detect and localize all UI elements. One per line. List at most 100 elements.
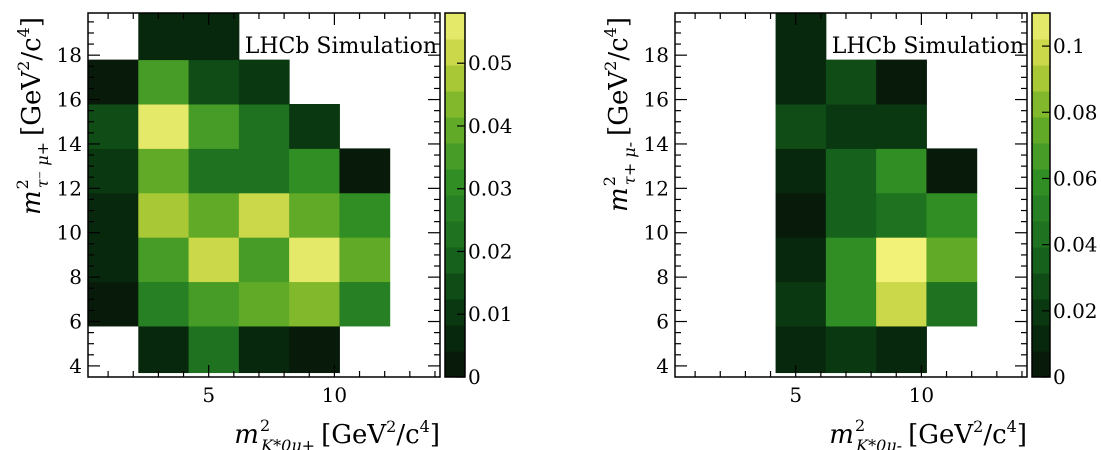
heatmap-cell bbox=[138, 104, 190, 149]
heatmap-cell bbox=[138, 237, 190, 283]
colorbar-segment bbox=[1032, 39, 1050, 66]
colorbar-segment bbox=[445, 39, 465, 66]
colorbar-segment bbox=[1032, 325, 1050, 352]
heatmap-cell bbox=[188, 237, 240, 283]
plot-frame bbox=[87, 12, 441, 378]
colorbar-frame bbox=[444, 12, 466, 378]
colorbar-segment bbox=[445, 195, 465, 222]
colorbar-tick-label: 0.06 bbox=[1053, 166, 1098, 190]
colorbar-segment bbox=[445, 325, 465, 352]
heatmap-cell bbox=[825, 325, 877, 374]
heatmap-cell bbox=[188, 104, 240, 149]
colorbar-segment bbox=[445, 169, 465, 196]
heatmap-cell bbox=[775, 281, 827, 327]
heatmap-cell bbox=[926, 148, 978, 194]
heatmap-cell bbox=[775, 192, 827, 238]
colorbar-segment bbox=[1032, 351, 1050, 378]
y-tick-label: 18 bbox=[57, 43, 82, 67]
y-tick-label: 4 bbox=[656, 354, 669, 378]
chart-annotation: LHCb Simulation bbox=[832, 34, 1024, 59]
colorbar-tick-label: 0.04 bbox=[1053, 233, 1098, 257]
heatmap-cell bbox=[339, 148, 391, 194]
heatmap-cell bbox=[138, 59, 190, 105]
colorbar-segment bbox=[1032, 91, 1050, 118]
heatmap-cell bbox=[188, 281, 240, 327]
heatmap-cell bbox=[238, 325, 290, 374]
heatmap-cell bbox=[926, 237, 978, 283]
heatmap-cell bbox=[289, 192, 340, 238]
colorbar-segment bbox=[445, 117, 465, 144]
colorbar-segment bbox=[1032, 143, 1050, 170]
heatmap-cell bbox=[138, 192, 190, 238]
heatmap-cell bbox=[926, 192, 978, 238]
heatmap-cell bbox=[289, 325, 340, 374]
heatmap-cell bbox=[188, 59, 240, 105]
colorbar-segment bbox=[1032, 65, 1050, 92]
heatmap-cell bbox=[876, 148, 927, 194]
y-tick-label: 12 bbox=[57, 176, 82, 200]
y-tick-label: 16 bbox=[57, 88, 82, 112]
heatmap-cell bbox=[88, 148, 139, 194]
colorbar-segment bbox=[1032, 221, 1050, 248]
heatmap-cell bbox=[775, 13, 827, 61]
colorbar-segment bbox=[445, 221, 465, 248]
colorbar-segment bbox=[1032, 299, 1050, 326]
colorbar-segment bbox=[445, 273, 465, 300]
heatmap-cell bbox=[825, 59, 877, 105]
heatmap-cell bbox=[188, 325, 240, 374]
heatmap-cell bbox=[188, 148, 240, 194]
y-tick-label: 16 bbox=[644, 88, 669, 112]
y-axis-label: m2τ⁻ μ+[GeV2/c4] bbox=[13, 17, 52, 215]
heatmap-cell bbox=[289, 148, 340, 194]
heatmap-cell bbox=[88, 59, 139, 105]
x-axis-label: m2 K*0μ+ [GeV2/c4] bbox=[234, 416, 440, 450]
heatmap-cell bbox=[138, 281, 190, 327]
heatmap-cell bbox=[188, 192, 240, 238]
heatmap-cell bbox=[775, 148, 827, 194]
colorbar: 0 0.02 0.04 0.06 0.08 0.1 bbox=[1031, 12, 1098, 389]
heatmap-cell bbox=[88, 281, 139, 327]
colorbar-tick-label: 0.08 bbox=[1053, 100, 1098, 124]
heatmap-cell bbox=[775, 104, 827, 149]
heatmap-cell bbox=[825, 148, 877, 194]
heatmap-cell bbox=[876, 281, 927, 327]
colorbar-segment bbox=[445, 351, 465, 378]
heatmap-cell bbox=[138, 148, 190, 194]
y-axis-label: m2τ+ μ-[GeV2/c4] bbox=[600, 17, 639, 212]
heatmap-cell bbox=[339, 192, 391, 238]
heatmap-cell bbox=[88, 104, 139, 149]
colorbar-segment bbox=[1032, 13, 1050, 40]
colorbar-tick-label: 0.02 bbox=[468, 239, 513, 263]
y-tick-label: 10 bbox=[57, 221, 82, 245]
colorbar-segment bbox=[445, 299, 465, 326]
heatmap-cell bbox=[775, 59, 827, 105]
colorbar-segment bbox=[1032, 273, 1050, 300]
colorbar-tick-label: 0.05 bbox=[468, 51, 513, 75]
heatmap-cell bbox=[138, 13, 190, 61]
colorbar-tick-label: 0.01 bbox=[468, 302, 513, 326]
colorbar-tick-label: 0 bbox=[1053, 365, 1066, 389]
y-tick-label: 6 bbox=[656, 310, 669, 334]
heatmap-cell bbox=[289, 104, 340, 149]
panel-1: 5 10 4 6 8 10 12 14 16 18 LHCb Simulation m2 K*0μ+ [G… bbox=[13, 12, 513, 450]
heatmap-cell bbox=[825, 192, 877, 238]
heatmap-cell bbox=[876, 192, 927, 238]
colorbar-tick-label: 0.02 bbox=[1053, 299, 1098, 323]
heatmap-cell bbox=[339, 237, 391, 283]
x-tick-label: 10 bbox=[322, 383, 347, 407]
x-tick-label: 10 bbox=[909, 383, 934, 407]
heatmap-cell bbox=[926, 281, 978, 327]
colorbar-segment bbox=[445, 13, 465, 40]
y-tick-label: 14 bbox=[644, 132, 669, 156]
heatmap-cell bbox=[188, 13, 240, 61]
heatmap-cell bbox=[238, 148, 290, 194]
colorbar-frame bbox=[1031, 12, 1051, 378]
x-tick-label: 5 bbox=[202, 383, 215, 407]
panel-2: 5 10 4 6 8 10 12 14 16 18 LHCb Simulation m2 K*0μ- [G… bbox=[600, 12, 1098, 450]
heatmap-cell bbox=[238, 104, 290, 149]
colorbar-segment bbox=[1032, 117, 1050, 144]
colorbar-segment bbox=[445, 143, 465, 170]
heatmap-cell bbox=[238, 237, 290, 283]
heatmap-cell bbox=[825, 104, 877, 149]
